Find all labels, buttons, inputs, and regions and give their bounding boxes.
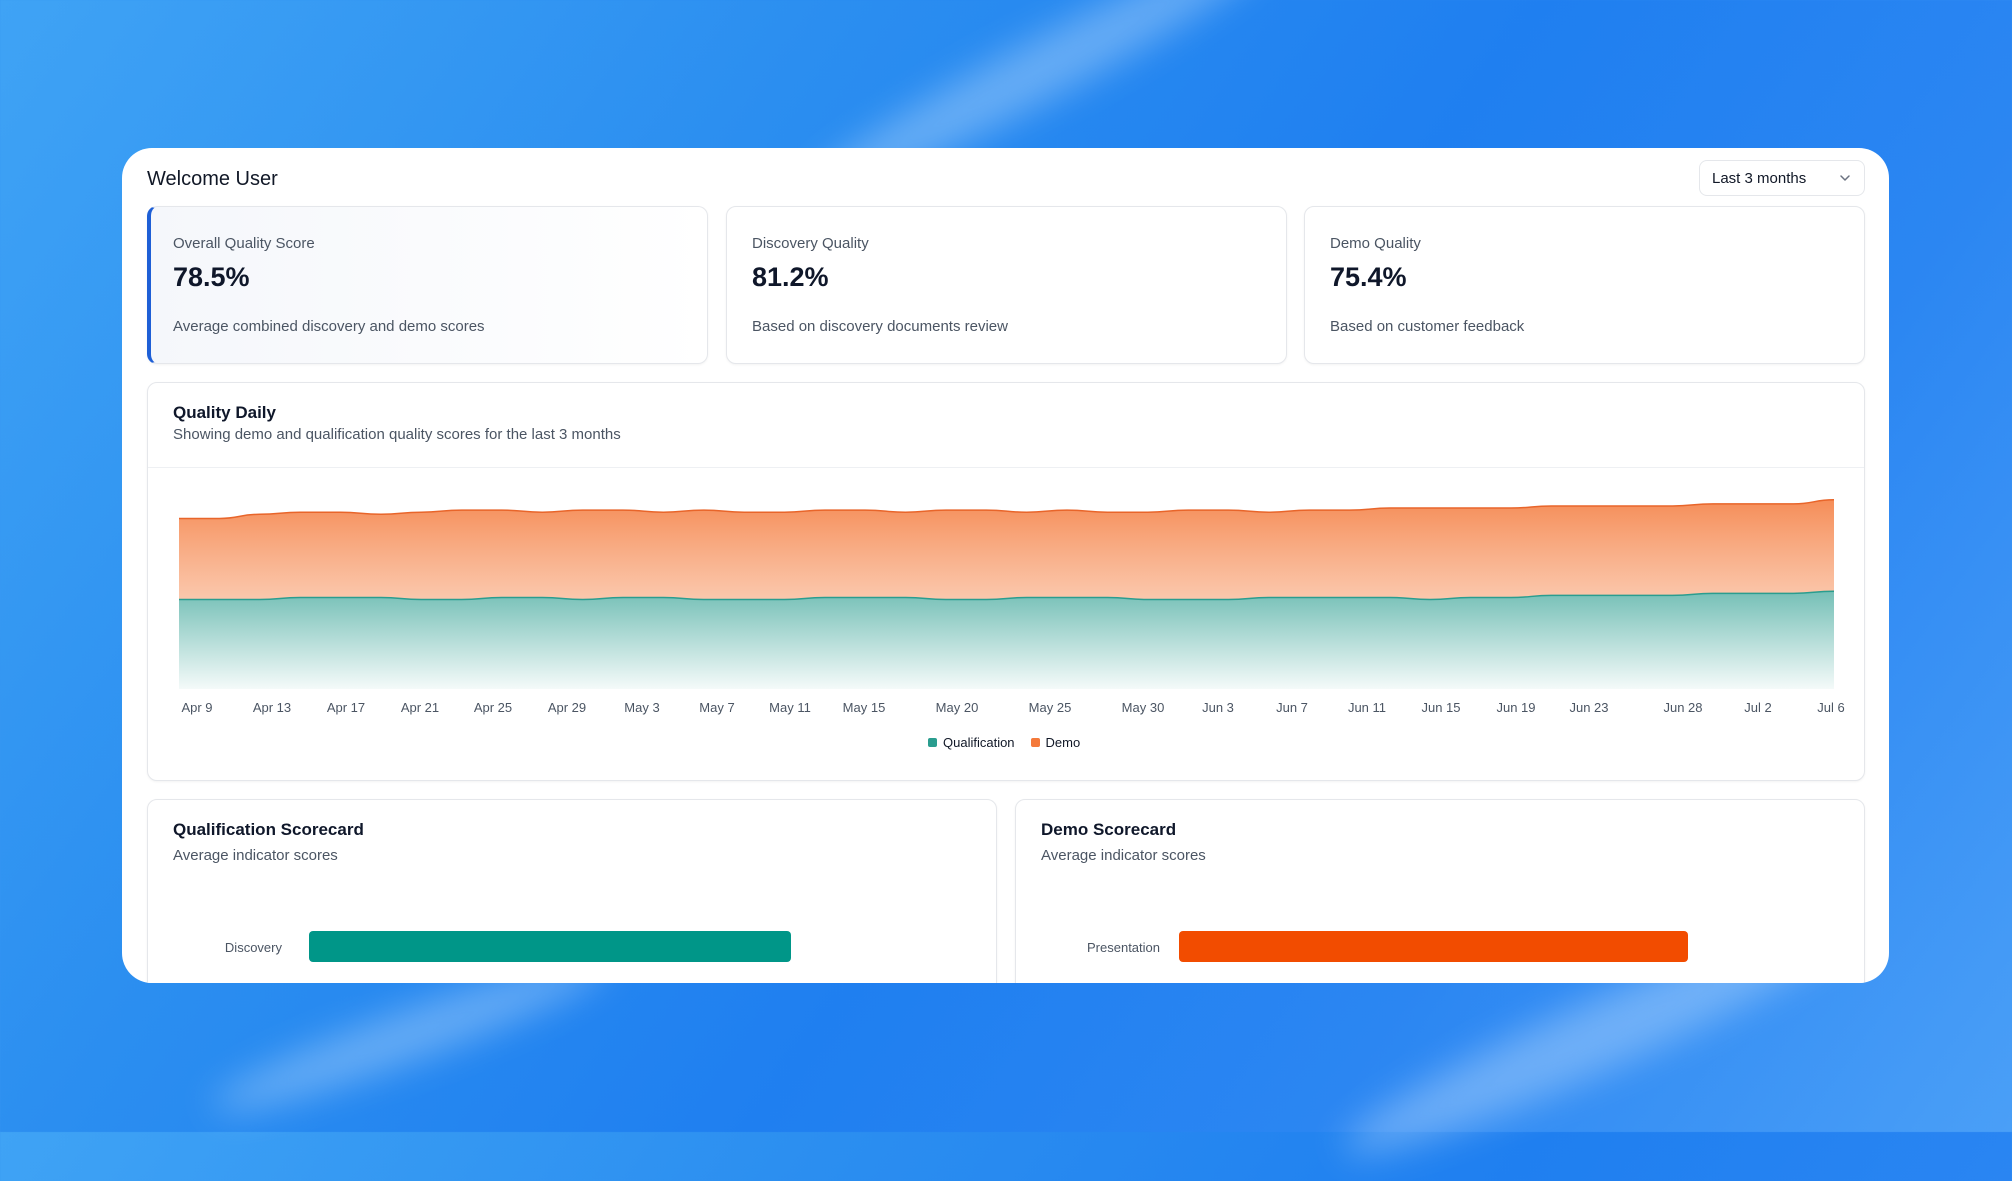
x-tick-label: Jun 19 <box>1496 700 1535 715</box>
stat-value: 78.5% <box>173 262 250 292</box>
x-tick-label: Jun 7 <box>1276 700 1308 715</box>
scorecard-subtitle: Average indicator scores <box>173 847 338 864</box>
series-area-qualification <box>179 591 1834 689</box>
quality-daily-panel: Quality Daily Showing demo and qualifica… <box>147 382 1865 781</box>
stat-description: Average combined discovery and demo scor… <box>173 318 485 335</box>
stat-label: Demo Quality <box>1330 235 1421 252</box>
legend-item-qualification[interactable]: Qualification <box>928 735 1015 750</box>
x-tick-label: Jul 6 <box>1817 700 1844 715</box>
x-tick-label: Apr 25 <box>474 700 512 715</box>
chart-title: Quality Daily <box>173 403 276 422</box>
stat-card-discovery[interactable]: Discovery Quality 81.2% Based on discove… <box>726 206 1287 364</box>
x-tick-label: May 15 <box>843 700 886 715</box>
x-tick-label: Apr 21 <box>401 700 439 715</box>
date-range-select[interactable]: Last 3 months <box>1699 160 1865 196</box>
x-tick-label: May 20 <box>936 700 979 715</box>
scorecard-subtitle: Average indicator scores <box>1041 847 1206 864</box>
qualification-scorecard-panel: Qualification Scorecard Average indicato… <box>147 799 997 983</box>
chart-legend: Qualification Demo <box>928 735 1080 750</box>
x-tick-label: Jun 23 <box>1569 700 1608 715</box>
scorecard-title: Qualification Scorecard <box>173 820 364 839</box>
x-tick-label: Jul 2 <box>1744 700 1771 715</box>
date-range-value: Last 3 months <box>1712 169 1807 187</box>
quality-area-chart: Apr 9 Apr 13 Apr 17 Apr 21 Apr 25 Apr 29 May 3… <box>178 498 1845 715</box>
series-line-qualification <box>178 590 1835 601</box>
bar-label: Presentation <box>1087 940 1160 955</box>
bar-label: Discovery <box>224 940 282 955</box>
demo-scorecard-panel: Demo Scorecard Average indicator scores … <box>1015 799 1865 983</box>
x-tick-label: Apr 9 <box>181 700 212 715</box>
dashboard-card: Welcome User Last 3 months Overall Quali… <box>122 148 1889 983</box>
x-tick-label: Jun 15 <box>1421 700 1460 715</box>
legend-swatch <box>1030 738 1040 747</box>
panel-divider <box>148 467 1864 468</box>
x-tick-label: May 3 <box>624 700 659 715</box>
x-tick-label: May 11 <box>769 700 811 715</box>
chevron-down-icon <box>1840 175 1850 181</box>
x-tick-label: May 25 <box>1029 700 1072 715</box>
stat-label: Overall Quality Score <box>173 235 315 252</box>
series-line-demo <box>179 498 1835 520</box>
stat-description: Based on customer feedback <box>1330 318 1525 335</box>
page-title: Welcome User <box>147 168 278 190</box>
scorecard-title: Demo Scorecard <box>1041 820 1177 839</box>
x-tick-label: Apr 29 <box>548 700 586 715</box>
x-tick-label: Apr 17 <box>327 700 365 715</box>
legend-label: Demo <box>1045 735 1081 750</box>
legend-item-demo[interactable]: Demo <box>1030 735 1081 750</box>
scorecard-bar-discovery[interactable] <box>309 931 791 962</box>
chart-subtitle: Showing demo and qualification quality s… <box>173 426 621 443</box>
stat-description: Based on discovery documents review <box>752 318 1008 335</box>
x-tick-label: Jun 11 <box>1348 700 1386 715</box>
stat-card-demo[interactable]: Demo Quality 75.4% Based on customer fee… <box>1304 206 1865 364</box>
legend-swatch <box>928 738 937 747</box>
x-tick-label: May 7 <box>699 700 734 715</box>
x-tick-label: Apr 13 <box>253 700 291 715</box>
legend-label: Qualification <box>943 735 1015 750</box>
stat-card-overall[interactable]: Overall Quality Score 78.5% Average comb… <box>147 206 708 364</box>
stat-value: 75.4% <box>1330 262 1407 292</box>
scorecard-bar-presentation[interactable] <box>1179 931 1688 962</box>
x-tick-label: May 30 <box>1122 700 1165 715</box>
x-tick-label: Jun 3 <box>1202 700 1234 715</box>
x-tick-label: Jun 28 <box>1663 700 1702 715</box>
stat-label: Discovery Quality <box>752 235 869 252</box>
stat-value: 81.2% <box>752 262 829 292</box>
